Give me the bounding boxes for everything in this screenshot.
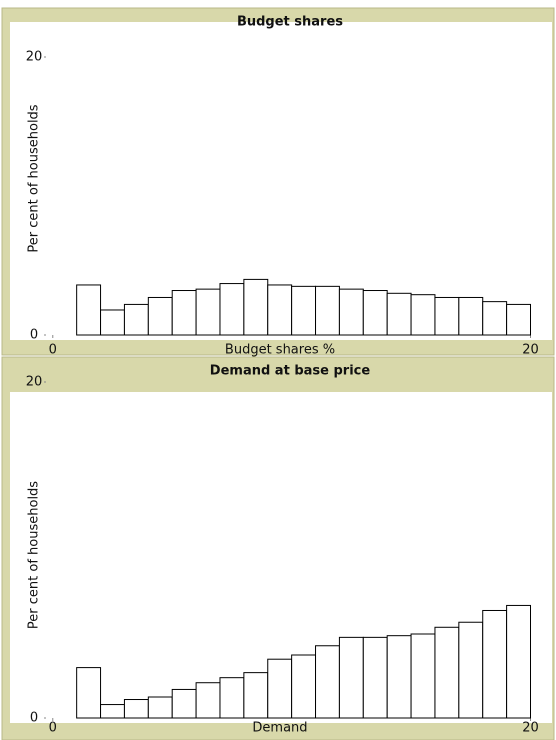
histogram-bar [76,667,102,719]
histogram-bar [243,278,269,336]
histogram-bar [291,654,317,719]
x-tick-label: 0 [49,721,57,736]
histogram-bar [506,303,532,336]
y-tick-label: 20 [26,50,43,65]
x-tick-label: 20 [522,343,539,358]
histogram-bar [410,633,436,719]
y-tick-label: 20 [26,375,43,390]
histogram-bar [338,636,364,719]
histogram-bar [147,296,173,336]
histogram-bar [482,301,508,336]
histogram-bar [100,704,125,719]
histogram-bar [219,677,245,719]
panel-title: Demand at base price [210,364,371,379]
histogram-bar [362,636,388,719]
histogram-bar [315,285,340,336]
histogram-bar [458,621,484,719]
histogram-bar [219,283,245,336]
histogram-bar [100,309,125,336]
x-axis-label: Demand [252,721,307,736]
histogram-bar [482,609,508,719]
histogram-bar [195,682,221,719]
x-tick-label: 20 [522,721,539,736]
histogram-bar [123,303,149,336]
histogram-bar [76,284,102,336]
y-tick-label: 0 [30,711,38,726]
histogram-bar [267,658,293,719]
y-axis-label: Per cent of households [27,104,42,252]
histogram-bar [338,288,364,336]
histogram-bar [386,292,412,336]
histogram-bar [123,699,149,719]
histogram-bar [458,296,484,336]
x-axis-label: Budget shares % [225,343,335,358]
histogram-bar [386,635,412,719]
histogram-bar [434,296,460,336]
histogram-bar [362,290,388,336]
histogram-bar [410,294,436,336]
y-tick-label: 0 [30,328,38,343]
histogram-bar [243,672,269,719]
histogram-bar [315,645,340,719]
histogram-bar [171,290,197,336]
histogram-bar [171,688,197,719]
histogram-bar [195,288,221,336]
histogram-bar [291,285,317,336]
panel-title: Budget shares [237,15,343,30]
histogram-bar [147,696,173,719]
y-axis-label: Per cent of households [27,481,42,629]
x-tick-label: 0 [49,343,57,358]
histogram-bar [506,604,532,719]
histogram-bar [434,626,460,719]
histogram-bar [267,284,293,336]
